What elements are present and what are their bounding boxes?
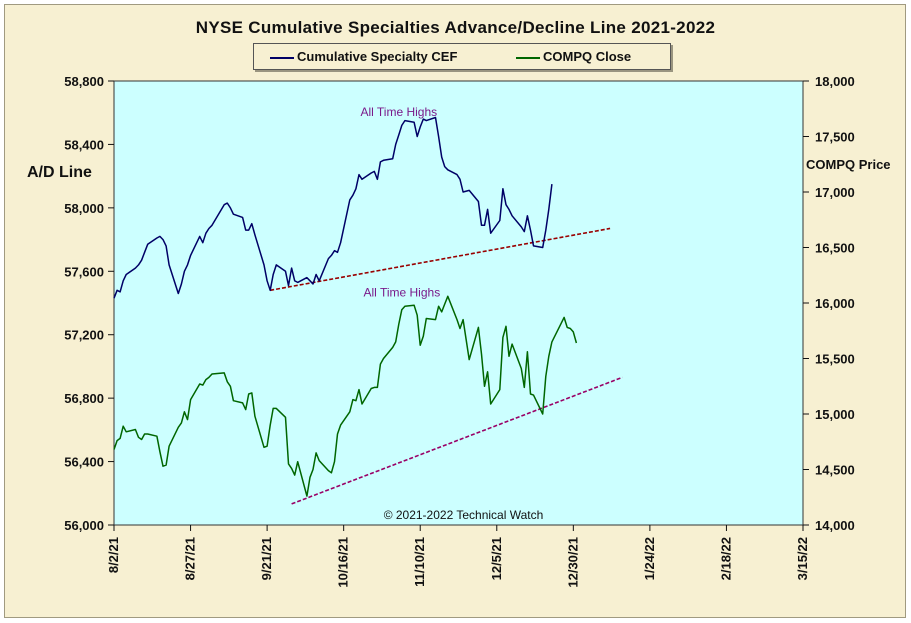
y-right-tick-label: 15,000 xyxy=(815,407,855,422)
chart-title: NYSE Cumulative Specialties Advance/Decl… xyxy=(195,18,716,37)
x-tick-label: 1/24/22 xyxy=(642,537,657,580)
y-right-tick-label: 17,000 xyxy=(815,185,855,200)
y-right-tick-label: 16,500 xyxy=(815,241,855,256)
x-tick-label: 12/5/21 xyxy=(489,537,504,580)
legend-item-compq: COMPQ Close xyxy=(516,49,631,64)
y-left-tick-label: 56,000 xyxy=(64,518,104,533)
y-left-tick-label: 56,800 xyxy=(64,391,104,406)
y-axis-left-label: A/D Line xyxy=(27,164,92,181)
y-axis-right-label: COMPQ Price xyxy=(806,157,891,172)
y-left-tick-label: 56,400 xyxy=(64,455,104,470)
y-right-tick-label: 17,500 xyxy=(815,130,855,145)
series-line-specialty xyxy=(113,116,553,299)
x-tick-label: 11/10/21 xyxy=(412,537,427,587)
y-right-tick-label: 14,000 xyxy=(815,518,855,533)
annotation-label: All Time Highs xyxy=(364,285,441,299)
y-left-tick-label: 58,400 xyxy=(64,137,104,152)
copyright-label: © 2021-2022 Technical Watch xyxy=(384,508,544,522)
x-tick-label: 3/15/22 xyxy=(795,537,810,580)
x-tick-label: 10/16/21 xyxy=(336,537,351,588)
legend-label-compq: COMPQ Close xyxy=(543,49,632,64)
y-left-tick-label: 58,800 xyxy=(64,74,104,89)
y-right-tick-label: 16,000 xyxy=(815,296,855,311)
y-left-tick-label: 58,000 xyxy=(64,201,104,216)
x-tick-label: 8/27/21 xyxy=(183,537,198,580)
x-tick-label: 12/30/21 xyxy=(565,537,580,588)
legend-item-specialty: Cumulative Specialty CEF xyxy=(270,49,457,64)
x-tick-label: 9/21/21 xyxy=(259,537,274,580)
trendline xyxy=(291,376,623,505)
trendline xyxy=(270,227,611,292)
y-left-tick-label: 57,600 xyxy=(64,264,104,279)
y-left-tick-label: 57,200 xyxy=(64,328,104,343)
y-right-tick-label: 14,500 xyxy=(815,463,855,478)
legend-swatch-compq xyxy=(516,56,540,59)
y-right-tick-label: 15,500 xyxy=(815,352,855,367)
x-tick-label: 8/2/21 xyxy=(106,537,121,573)
legend-label-specialty: Cumulative Specialty CEF xyxy=(297,49,458,64)
x-tick-label: 2/18/22 xyxy=(718,537,733,580)
y-right-tick-label: 18,000 xyxy=(815,74,855,89)
legend: Cumulative Specialty CEF COMPQ Close xyxy=(253,43,671,70)
plot-area xyxy=(113,80,804,526)
series-line-compq xyxy=(113,295,578,497)
annotation-label: All Time Highs xyxy=(360,105,437,119)
legend-swatch-specialty xyxy=(270,56,294,59)
